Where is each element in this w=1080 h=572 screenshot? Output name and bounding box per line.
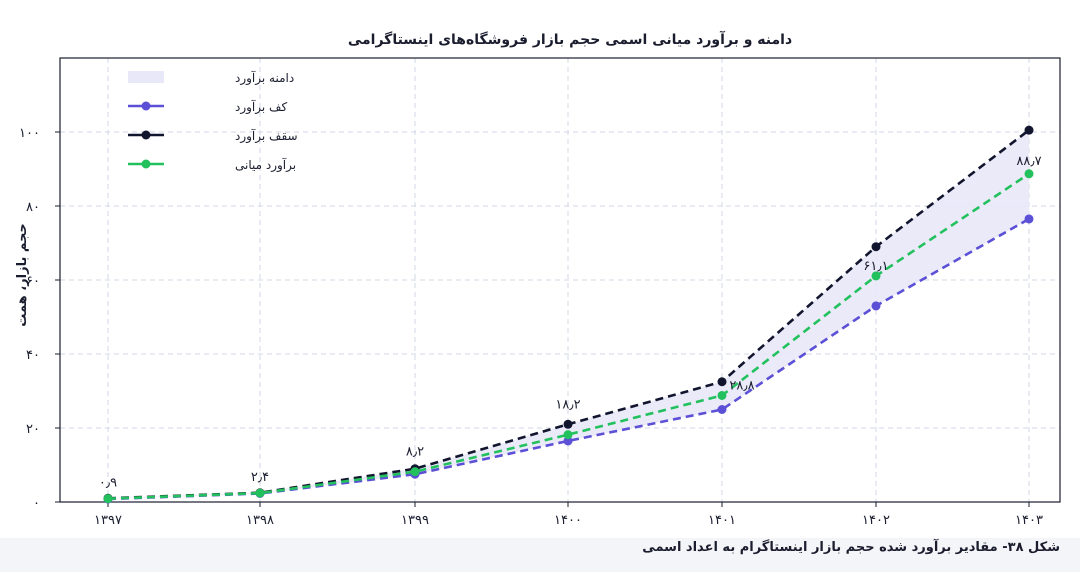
x-tick-label: ۱۴۰۱ [708,513,736,528]
mid-estimate-point [103,494,113,504]
high-estimate-point [1024,125,1034,135]
low-estimate-point [717,405,727,414]
mid-estimate-point [717,390,727,400]
y-tick-label: ۴۰ [26,348,40,363]
y-tick-label: ۰ [33,496,40,511]
data-label: ۶۱٫۱ [863,259,888,274]
legend-label: برآورد میانی [235,157,296,173]
mid-estimate-point [563,430,573,440]
chart: دامنه و برآورد میانی اسمی حجم بازار فروش… [15,30,1061,528]
x-tick-label: ۱۴۰۰ [554,513,582,528]
chart-card: دامنه و برآورد میانی اسمی حجم بازار فروش… [0,0,1080,538]
x-tick-label: ۱۴۰۳ [1015,513,1043,528]
x-tick-label: ۱۳۹۸ [246,513,274,528]
mid-estimate-point [871,271,881,281]
y-axis-label: حجم بازار، همت [15,223,30,327]
mid-estimate-point [255,488,265,498]
x-tick-label: ۱۳۹۹ [401,513,429,528]
data-label: ۲۸٫۸ [729,378,754,393]
x-tick-label: ۱۴۰۲ [862,513,890,528]
y-tick-label: ۱۰۰ [19,126,40,141]
legend-marker [141,101,151,111]
legend-label: سقف برآورد [235,128,298,144]
data-label: ۲٫۴ [251,470,269,485]
high-estimate-point [717,377,727,387]
low-estimate-point [871,301,881,311]
mid-estimate-point [410,467,420,477]
high-estimate-point [563,419,573,429]
legend-marker [141,159,151,169]
high-estimate-point [871,242,881,252]
y-tick-label: ۲۰ [26,422,40,437]
y-tick-label: ۶۰ [26,274,40,289]
chart-title: دامنه و برآورد میانی اسمی حجم بازار فروش… [348,30,792,48]
data-label: ۸٫۲ [406,445,424,460]
x-tick-label: ۱۳۹۷ [94,513,122,528]
data-label: ۸۸٫۷ [1016,154,1041,169]
legend-range-swatch [128,71,164,83]
legend-range-label: دامنه برآورد [235,70,294,86]
figure-caption: شکل ۳۸- مقادیر برآورد شده حجم بازار اینس… [642,540,1060,555]
data-label: ۰٫۹ [99,476,117,491]
low-estimate-point [563,436,573,446]
data-label: ۱۸٫۲ [555,397,580,412]
legend-label: کف برآورد [235,99,287,115]
legend-marker [141,130,151,140]
y-tick-label: ۸۰ [26,200,40,215]
mid-estimate-point [1024,169,1034,179]
low-estimate-point [1024,214,1034,224]
